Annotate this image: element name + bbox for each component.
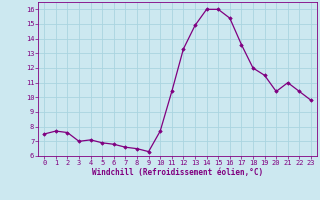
X-axis label: Windchill (Refroidissement éolien,°C): Windchill (Refroidissement éolien,°C) — [92, 168, 263, 177]
